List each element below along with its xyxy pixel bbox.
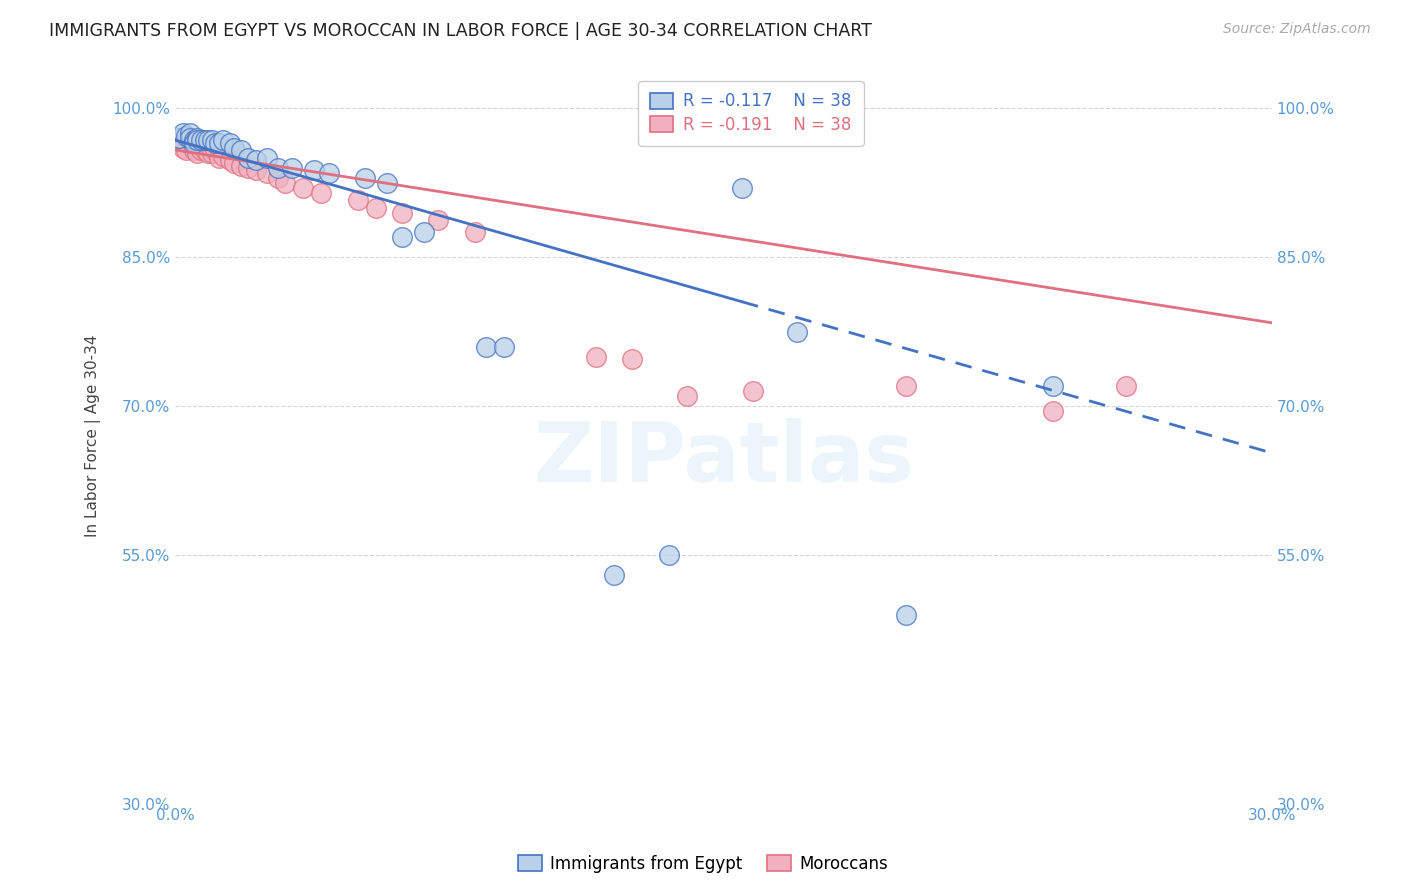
Point (245, 153, 267, 167)
Point (621, 351, 644, 366)
Point (179, 131, 201, 145)
Point (222, 156, 245, 170)
Point (302, 162, 325, 177)
Point (366, 201, 388, 215)
Point (174, 143, 197, 157)
Point (179, 126, 201, 140)
Point (354, 170, 377, 185)
Legend: Immigrants from Egypt, Moroccans: Immigrants from Egypt, Moroccans (512, 848, 894, 880)
Point (167, 131, 190, 145)
Point (190, 143, 212, 157)
Point (311, 186, 333, 200)
Point (172, 126, 194, 140)
Point (190, 133, 212, 147)
Text: Source: ZipAtlas.com: Source: ZipAtlas.com (1223, 22, 1371, 37)
Point (281, 161, 304, 175)
Point (318, 166, 340, 180)
Point (172, 141, 194, 155)
Legend: R = -0.117    N = 38, R = -0.191    N = 38: R = -0.117 N = 38, R = -0.191 N = 38 (638, 80, 863, 145)
Point (208, 151, 231, 165)
Point (1115, 379, 1137, 393)
Text: IMMIGRANTS FROM EGYPT VS MOROCCAN IN LABOR FORCE | AGE 30-34 CORRELATION CHART: IMMIGRANTS FROM EGYPT VS MOROCCAN IN LAB… (49, 22, 872, 40)
Point (266, 161, 288, 175)
Point (347, 193, 370, 207)
Point (201, 133, 224, 147)
Point (256, 166, 278, 180)
Point (741, 384, 763, 399)
Point (219, 136, 242, 150)
Point (222, 141, 245, 155)
Point (412, 226, 434, 240)
Point (201, 145, 224, 160)
Point (193, 143, 215, 157)
Point (676, 389, 699, 403)
Point (197, 145, 219, 160)
Point (464, 226, 486, 240)
Point (174, 129, 197, 144)
Point (183, 143, 205, 157)
Point (475, 340, 498, 354)
Point (391, 205, 413, 219)
Point (427, 212, 450, 227)
Point (238, 151, 260, 165)
Point (375, 176, 398, 190)
Point (167, 133, 190, 147)
Point (391, 230, 413, 244)
Point (211, 133, 233, 147)
Point (238, 161, 260, 175)
Point (211, 149, 233, 163)
Point (208, 136, 231, 150)
Point (1042, 404, 1064, 418)
Point (603, 568, 626, 582)
Point (193, 133, 215, 147)
Point (179, 133, 201, 147)
Point (183, 133, 205, 147)
Point (186, 145, 208, 160)
Point (183, 139, 205, 153)
Point (266, 170, 288, 185)
Point (197, 133, 219, 147)
Point (204, 136, 226, 150)
Text: ZIPatlas: ZIPatlas (533, 417, 914, 499)
Point (1042, 379, 1064, 393)
Point (786, 325, 808, 339)
Point (186, 131, 208, 145)
Point (274, 176, 297, 190)
Point (186, 133, 208, 147)
Point (731, 180, 754, 194)
Point (658, 549, 681, 563)
Point (256, 151, 278, 165)
Y-axis label: In Labor Force | Age 30-34: In Labor Force | Age 30-34 (86, 334, 101, 537)
Point (292, 180, 315, 194)
Point (896, 607, 918, 622)
Point (585, 350, 607, 364)
Point (896, 379, 918, 393)
Point (219, 153, 242, 167)
Point (204, 143, 226, 157)
Point (229, 159, 252, 173)
Point (245, 162, 267, 177)
Point (229, 143, 252, 157)
Point (494, 340, 516, 354)
Point (183, 136, 205, 150)
